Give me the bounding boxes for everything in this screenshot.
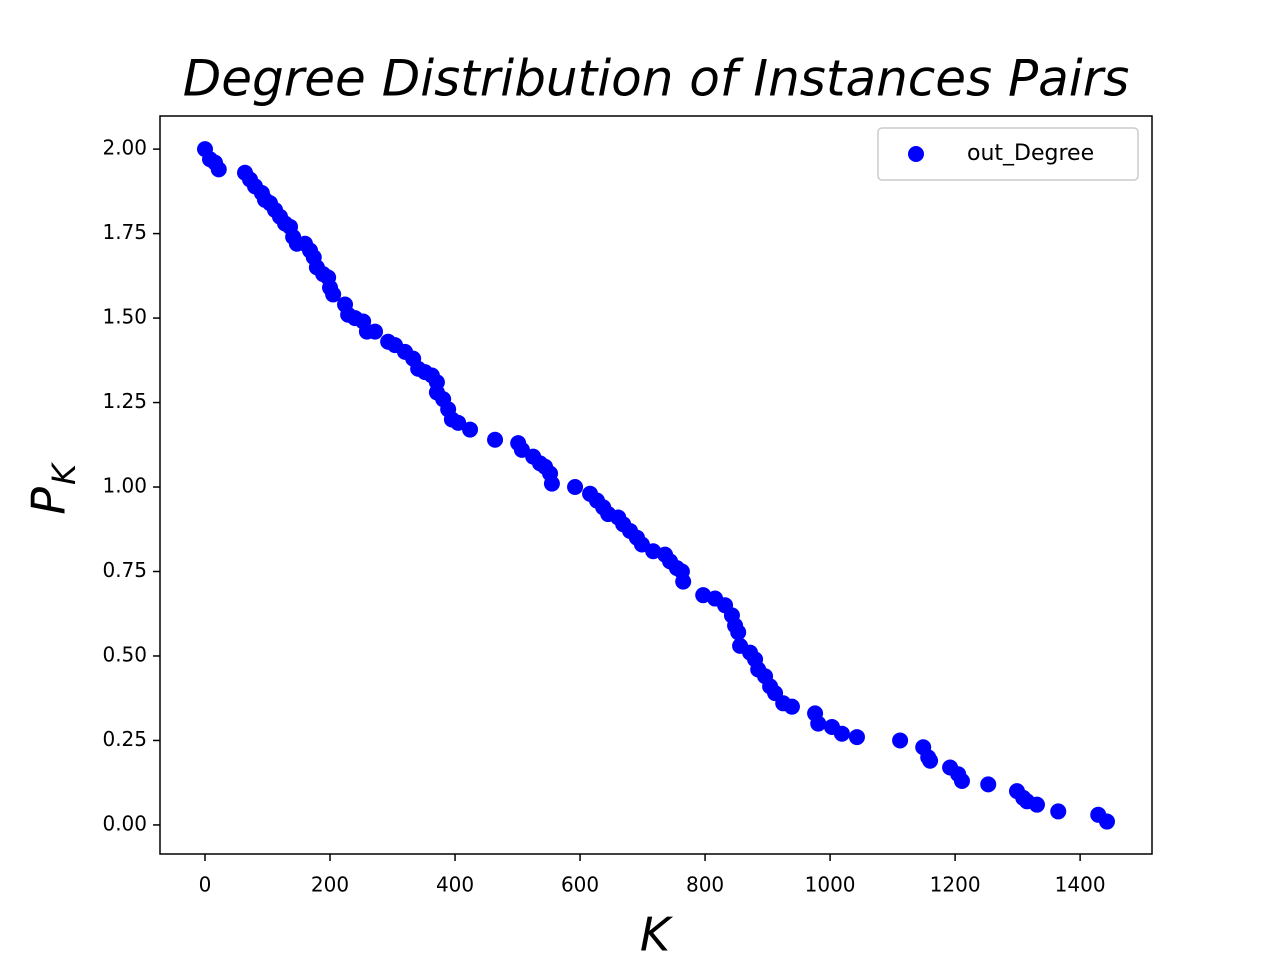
y-tick-label: 1.75 <box>102 220 147 244</box>
x-tick-label: 200 <box>311 873 349 897</box>
legend-label: out_Degree <box>967 141 1094 166</box>
y-tick-label: 0.50 <box>102 642 147 666</box>
scatter-point <box>810 715 827 732</box>
scatter-point <box>675 573 692 590</box>
scatter-point <box>953 773 970 790</box>
scatter-point <box>210 161 227 178</box>
scatter-point <box>783 698 800 715</box>
scatter-point <box>892 732 909 749</box>
y-tick-label: 0.25 <box>102 727 147 751</box>
scatter-point <box>1050 803 1067 820</box>
legend-frame <box>877 127 1139 181</box>
y-tick-label: 2.00 <box>102 136 147 160</box>
y-tick-label: 1.50 <box>102 305 147 329</box>
x-tick-label: 1400 <box>1055 873 1106 897</box>
scatter-point <box>567 479 584 496</box>
scatter-point <box>543 475 560 492</box>
y-axis-label-subscript: K <box>45 461 83 485</box>
plot-frame <box>159 115 1153 855</box>
scatter-point <box>848 729 865 746</box>
scatter-point <box>730 624 747 641</box>
scatter-point <box>487 431 504 448</box>
y-axis-label: P <box>22 487 76 515</box>
legend-marker <box>908 146 924 162</box>
y-tick-label: 1.25 <box>102 389 147 413</box>
y-tick-label: 0.00 <box>102 811 147 835</box>
x-axis-label: K <box>640 908 674 960</box>
y-axis-label-group: P K <box>22 461 84 515</box>
scatter-point <box>1098 813 1115 830</box>
x-tick-label: 0 <box>199 873 212 897</box>
x-tick-label: 800 <box>686 873 724 897</box>
scatter-point <box>462 421 479 438</box>
scatter-point <box>922 752 939 769</box>
scatter-point <box>450 414 467 431</box>
scatter-point <box>833 725 850 742</box>
scatter-point <box>980 776 997 793</box>
scatter-point <box>1028 796 1045 813</box>
scatter-point <box>325 286 342 303</box>
x-tick-label: 1000 <box>805 873 856 897</box>
y-tick-label: 1.00 <box>102 474 147 498</box>
scatter-point <box>367 323 384 340</box>
chart-title: Degree Distribution of Instances Pairs <box>183 50 1130 108</box>
x-tick-label: 400 <box>436 873 474 897</box>
y-tick-label: 0.75 <box>102 558 147 582</box>
x-tick-label: 1200 <box>930 873 981 897</box>
x-tick-label: 600 <box>561 873 599 897</box>
